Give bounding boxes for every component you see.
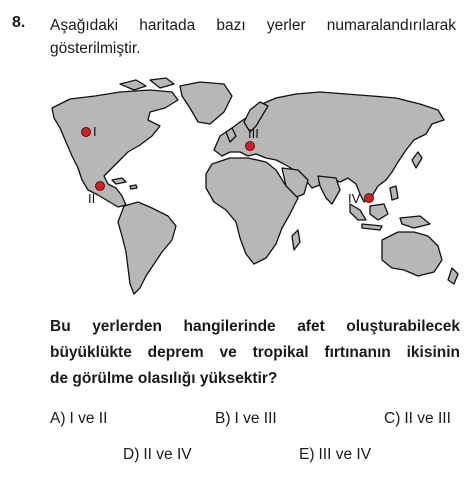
- arctic-island: [149, 77, 175, 89]
- marker-label-ii: II: [88, 191, 95, 206]
- option-letter: A): [50, 410, 66, 427]
- marker-dot-ii: [95, 181, 105, 191]
- option-text: III ve IV: [318, 446, 372, 463]
- marker-label-iv: IV: [348, 191, 361, 206]
- scandinavia-landmass: [243, 101, 269, 133]
- question-prompt: Bu yerlerden hangilerinde afet oluşturab…: [50, 314, 460, 392]
- marker-dot-iii: [245, 141, 255, 151]
- marker-label-i: I: [93, 124, 97, 139]
- option-a[interactable]: A) I ve II: [50, 410, 107, 428]
- sumatra-island: [349, 203, 367, 221]
- option-b[interactable]: B) I ve III: [215, 410, 277, 428]
- new-zealand-islands: [447, 267, 459, 285]
- world-map: I II III IV: [51, 77, 459, 295]
- philippines-islands: [389, 185, 399, 201]
- option-text: I ve II: [69, 410, 108, 427]
- south-america-landmass: [117, 201, 177, 295]
- new-guinea-island: [399, 215, 431, 229]
- british-isles: [225, 127, 237, 143]
- question-intro: Aşağıdaki haritada bazı yerler numaralan…: [50, 17, 456, 57]
- caribbean-island: [111, 177, 127, 185]
- borneo-island: [369, 203, 389, 221]
- option-d[interactable]: D) II ve IV: [123, 446, 192, 464]
- option-text: II ve III: [404, 410, 451, 427]
- madagascar-island: [291, 229, 301, 251]
- question-prompt-line: de görülme olasılığı yüksektir?: [50, 370, 278, 387]
- option-letter: D): [123, 446, 140, 463]
- option-text: I ve III: [234, 410, 277, 427]
- india-landmass: [317, 175, 341, 205]
- marker-dot-i: [81, 127, 91, 137]
- option-letter: E): [299, 446, 315, 463]
- question-number: 8.: [12, 14, 26, 31]
- north-america-landmass: [51, 89, 179, 208]
- marker-dot-iv: [364, 193, 374, 203]
- option-e[interactable]: E) III ve IV: [299, 446, 371, 464]
- australia-landmass: [381, 231, 443, 277]
- option-letter: B): [215, 410, 231, 427]
- eurasia-landmass: [213, 91, 445, 203]
- japan-islands: [411, 151, 423, 169]
- question-prompt-line: Bu yerlerden hangilerinde afet oluşturab…: [50, 318, 460, 335]
- marker-label-iii: III: [248, 126, 259, 141]
- arctic-island: [119, 79, 147, 91]
- option-letter: C): [384, 410, 401, 427]
- map-markers: I II III IV: [81, 124, 374, 206]
- question-prompt-line: büyüklükte deprem ve tropikal fırtınanın…: [50, 344, 460, 361]
- java-island: [361, 223, 383, 231]
- option-c[interactable]: C) II ve III: [384, 410, 451, 428]
- option-text: II ve IV: [143, 446, 192, 463]
- africa-landmass: [205, 157, 299, 265]
- caribbean-island: [129, 184, 138, 190]
- greenland-landmass: [179, 81, 233, 125]
